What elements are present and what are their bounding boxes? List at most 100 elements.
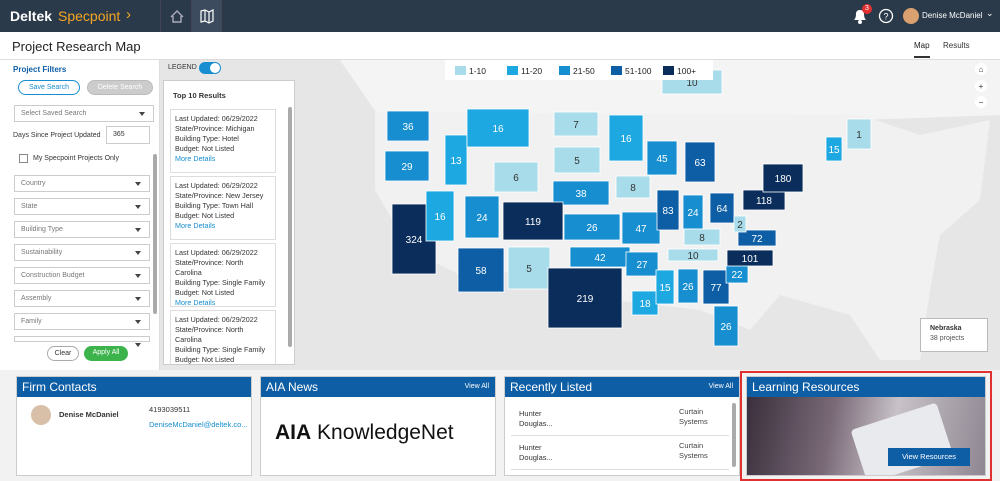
state-count: 72 (751, 234, 763, 245)
more-details[interactable]: More Details (175, 298, 216, 307)
state-count: 77 (710, 283, 722, 294)
legend-label: 21-50 (573, 66, 595, 76)
legend-toggle[interactable] (199, 62, 221, 74)
result-item[interactable]: Last Updated: 06/29/2022 State/Province: … (170, 310, 276, 364)
card-title: AIA News View All (261, 377, 495, 397)
more-details[interactable]: More Details (175, 154, 216, 163)
state (702, 269, 730, 305)
state-count: 16 (434, 212, 446, 223)
card-title-text: Recently Listed (510, 380, 593, 394)
filter-dropdown[interactable]: State (14, 198, 150, 215)
state (667, 248, 719, 262)
result-item[interactable]: Last Updated: 06/29/2022 State/Province: … (170, 109, 276, 173)
state (713, 305, 739, 347)
state (547, 267, 623, 329)
filter-dropdown[interactable]: Country (14, 175, 150, 192)
result-item[interactable]: Last Updated: 06/29/2022 State/Province: … (170, 243, 276, 307)
map-button[interactable] (192, 0, 222, 32)
state (825, 136, 843, 162)
result-line: Last Updated: 06/29/2022 (175, 114, 258, 123)
user-name[interactable]: Denise McDaniel (922, 11, 983, 20)
state-count: 219 (577, 294, 594, 305)
state-count: 24 (687, 208, 699, 219)
delete-search[interactable]: Delete Search (87, 80, 153, 95)
filter-dropdown[interactable] (14, 336, 150, 347)
state-count: 180 (775, 174, 792, 185)
result-line: State/Province: New Jersey (175, 191, 264, 200)
listing-name[interactable]: Hunter Douglas... (519, 409, 553, 428)
filter-dropdown[interactable]: Family (14, 313, 150, 330)
card-title: Recently Listed View All (505, 377, 739, 397)
state-count: 8 (699, 233, 705, 244)
listing-name[interactable]: Hunter Douglas... (519, 443, 553, 462)
state-count: 16 (492, 124, 504, 135)
tooltip: Nebraska 38 projects (920, 318, 988, 352)
help[interactable]: ? (878, 8, 894, 24)
state (726, 249, 774, 267)
legend-swatch (611, 66, 622, 75)
map-control-icon: − (979, 98, 984, 107)
state-count: 5 (526, 264, 532, 275)
state (846, 118, 872, 150)
tab[interactable]: Results (943, 41, 970, 50)
state (444, 134, 468, 186)
map-control[interactable] (975, 63, 987, 75)
scrollbar (288, 107, 292, 347)
clear-button[interactable]: Clear (47, 346, 79, 361)
state-count: 6 (513, 173, 519, 184)
divider (511, 435, 729, 436)
product[interactable]: Specpoint (58, 8, 121, 24)
more-details[interactable]: More Details (175, 221, 216, 230)
result-item[interactable]: Last Updated: 06/29/2022 State/Province: … (170, 176, 276, 240)
view-all[interactable]: View All (464, 383, 489, 390)
result-line: Last Updated: 06/29/2022 (175, 248, 258, 257)
state (677, 268, 699, 304)
state (646, 140, 678, 176)
state (457, 247, 505, 293)
user-menu[interactable]: ⌄ (986, 8, 994, 18)
apply-button[interactable]: Apply All (84, 346, 128, 361)
checkbox[interactable] (19, 154, 28, 163)
filter-dropdown[interactable]: Assembly (14, 290, 150, 307)
result-line: Budget: Not Listed (175, 355, 235, 364)
state-count: 26 (720, 322, 732, 333)
avatar (903, 8, 919, 24)
state-count: 47 (635, 224, 647, 235)
view-all[interactable]: View All (708, 383, 733, 390)
tab[interactable]: Map (914, 41, 930, 58)
card-title: Firm Contacts (17, 377, 251, 397)
tooltip-title: Nebraska (930, 325, 962, 332)
contact-email[interactable]: DeniseMcDaniel@deltek.co... (149, 420, 248, 429)
save-search[interactable]: Save Search (18, 80, 80, 95)
view-resources[interactable]: View Resources (888, 448, 970, 466)
map-control[interactable] (975, 96, 987, 108)
listing-image: Curtain Systems (679, 441, 708, 460)
top-nav: Deltek Specpoint › 3 ? Denise McDaniel ⌄ (0, 0, 1000, 32)
learning-card: Learning Resources View Resources (746, 376, 986, 476)
map-control[interactable] (975, 80, 987, 92)
scrollbar (732, 403, 736, 467)
legend-swatch (455, 66, 466, 75)
result-line: Budget: Not Listed (175, 288, 235, 297)
filter-dropdown[interactable]: Sustainability (14, 244, 150, 261)
filter-dropdown[interactable]: Building Type (14, 221, 150, 238)
state (615, 175, 651, 199)
state-count: 119 (525, 217, 541, 228)
highlight (740, 371, 992, 481)
state-count: 118 (756, 196, 772, 207)
contact-phone: 4193039511 (149, 405, 191, 414)
legend-label: 11-20 (521, 66, 542, 76)
filter-dropdown[interactable]: Construction Budget (14, 267, 150, 284)
map-control-icon: ⌂ (979, 65, 984, 74)
legend-swatch (507, 66, 518, 75)
state-count: 15 (659, 283, 671, 294)
state-count: 63 (694, 158, 706, 169)
home-button[interactable] (160, 0, 192, 32)
state (384, 150, 430, 182)
listing-image: Curtain Systems (679, 407, 708, 426)
days-input[interactable]: 365 (106, 126, 150, 144)
saved-search-select[interactable]: Select Saved Search (14, 105, 154, 122)
legend-swatch (663, 66, 674, 75)
